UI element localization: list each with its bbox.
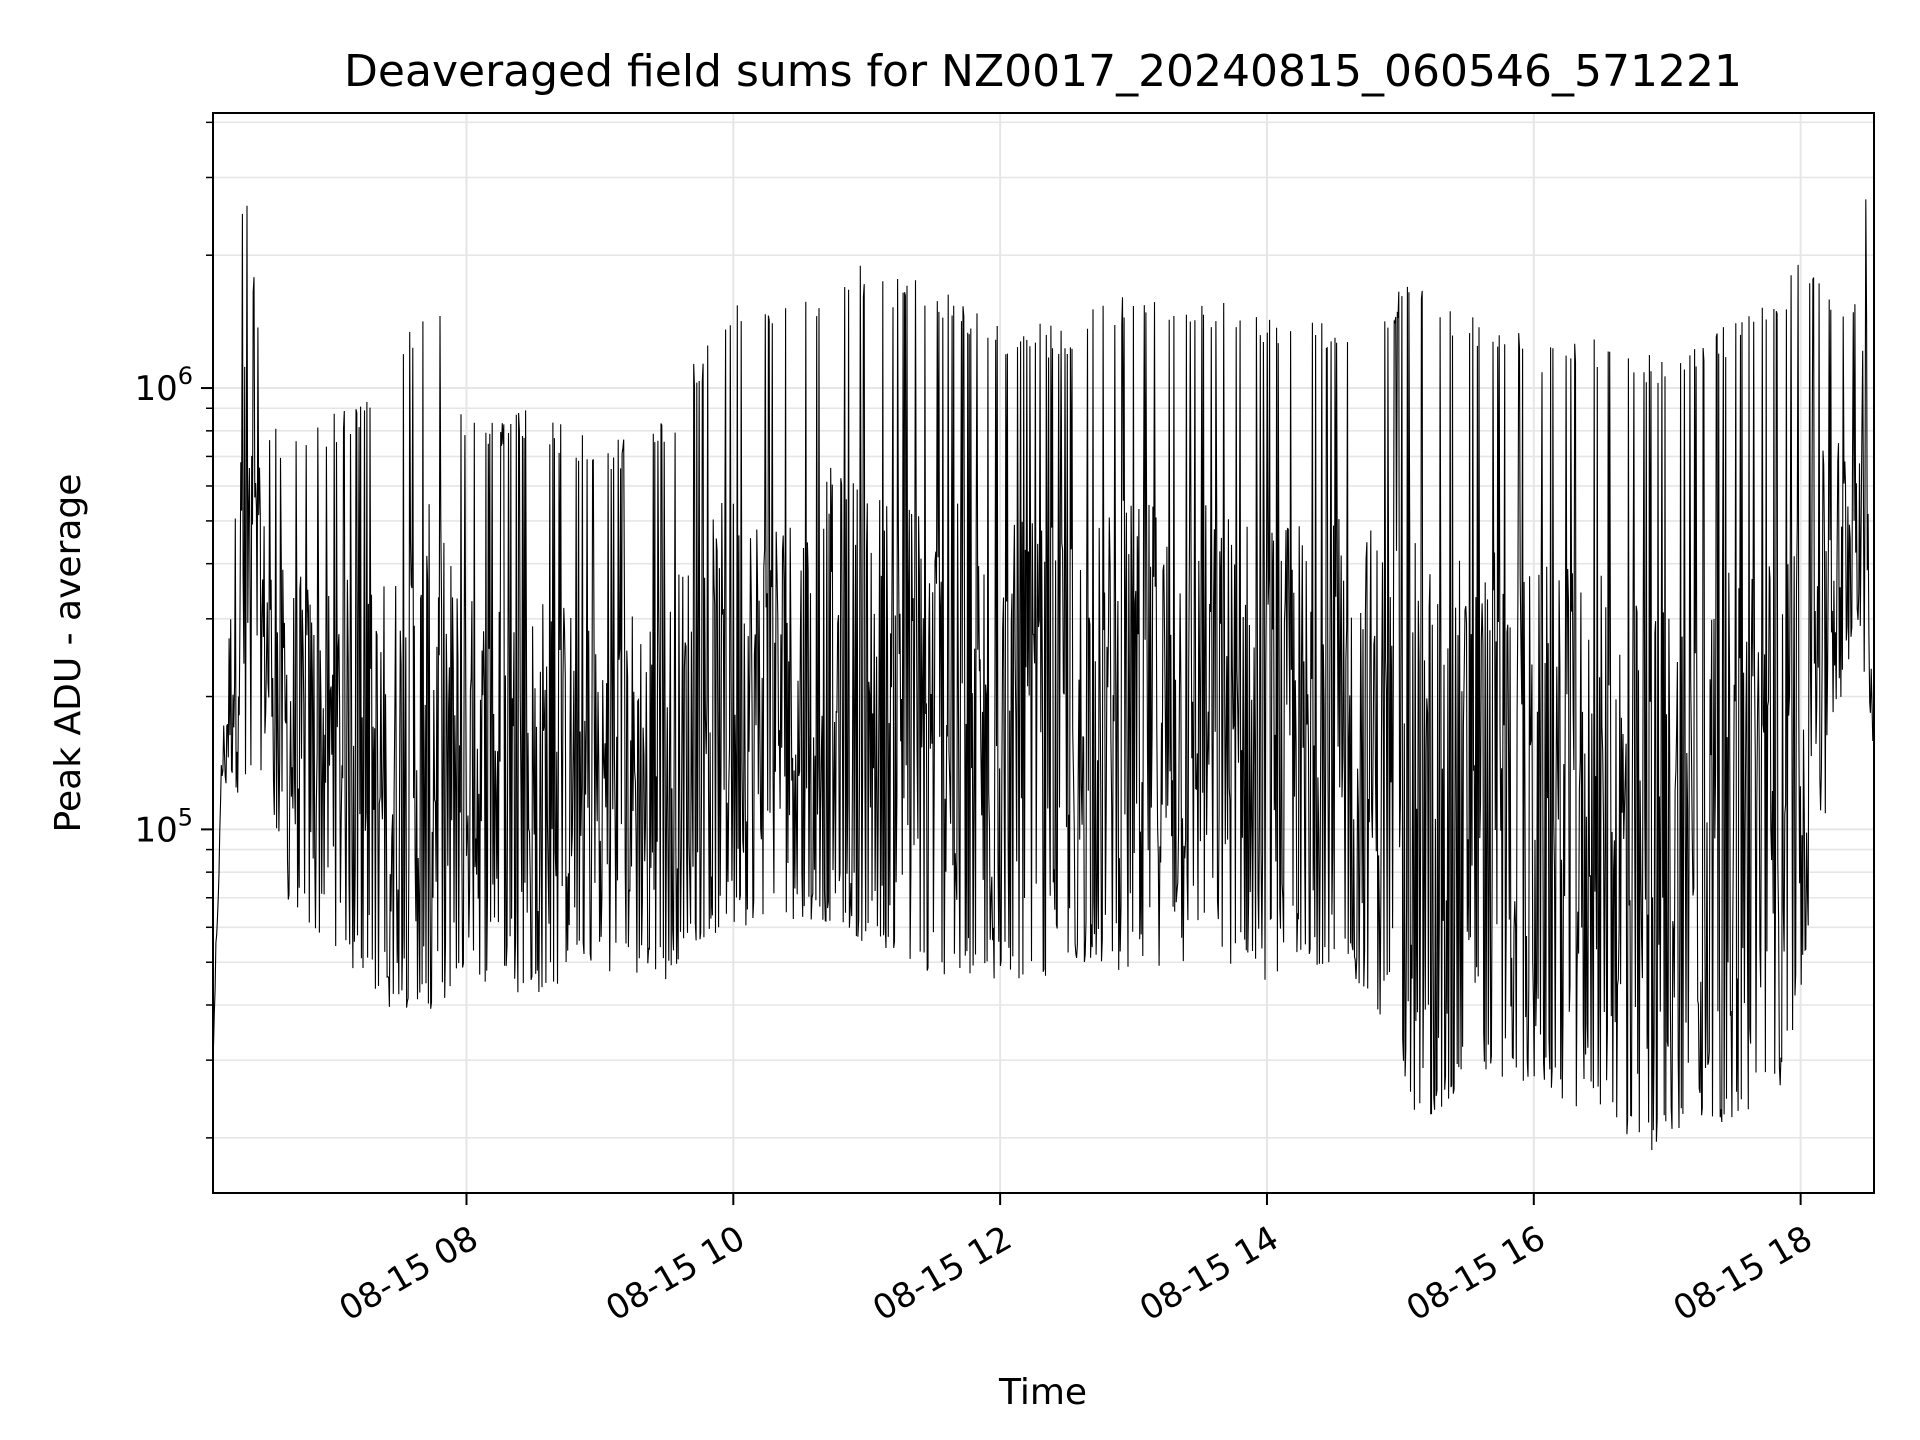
plot-area (212, 199, 1875, 1151)
y-tick-label: 105 (134, 803, 193, 850)
y-axis-ticks: 105 106 (134, 121, 213, 1139)
axes-frame (212, 112, 1875, 1194)
y-tick-label: 106 (134, 362, 193, 409)
y-axis-label: Peak ADU - average (48, 474, 89, 833)
x-axis-label: Time (998, 1372, 1087, 1413)
series-line (212, 199, 1875, 1151)
chart-title: Deaveraged field sums for NZ0017_2024081… (344, 46, 1742, 97)
